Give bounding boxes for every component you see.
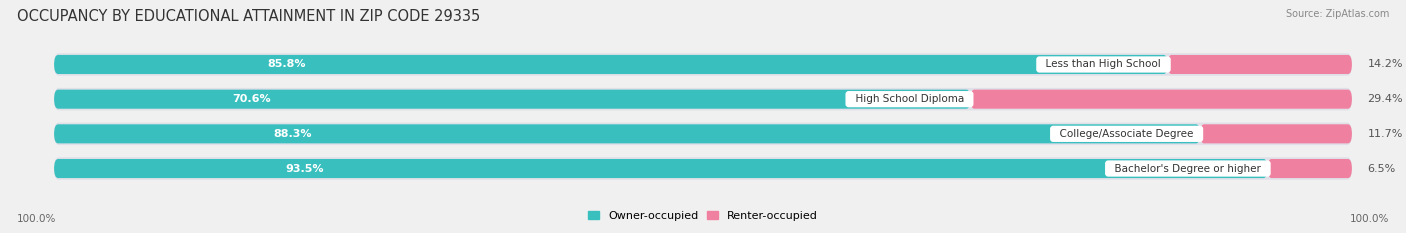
FancyBboxPatch shape — [1167, 55, 1353, 74]
Text: 85.8%: 85.8% — [267, 59, 307, 69]
FancyBboxPatch shape — [53, 124, 1201, 143]
Text: OCCUPANCY BY EDUCATIONAL ATTAINMENT IN ZIP CODE 29335: OCCUPANCY BY EDUCATIONAL ATTAINMENT IN Z… — [17, 9, 479, 24]
FancyBboxPatch shape — [53, 90, 970, 109]
Text: 100.0%: 100.0% — [1350, 214, 1389, 224]
Text: Less than High School: Less than High School — [1039, 59, 1167, 69]
FancyBboxPatch shape — [53, 53, 1353, 76]
FancyBboxPatch shape — [53, 55, 1167, 74]
Text: 93.5%: 93.5% — [285, 164, 323, 174]
FancyBboxPatch shape — [53, 88, 1353, 110]
Text: College/Associate Degree: College/Associate Degree — [1053, 129, 1201, 139]
FancyBboxPatch shape — [53, 123, 1353, 145]
Text: 6.5%: 6.5% — [1368, 164, 1396, 174]
Text: 100.0%: 100.0% — [17, 214, 56, 224]
Text: 14.2%: 14.2% — [1368, 59, 1403, 69]
Text: 70.6%: 70.6% — [232, 94, 270, 104]
Text: 29.4%: 29.4% — [1368, 94, 1403, 104]
Text: Bachelor's Degree or higher: Bachelor's Degree or higher — [1108, 164, 1268, 174]
FancyBboxPatch shape — [1201, 124, 1353, 143]
FancyBboxPatch shape — [53, 159, 1268, 178]
Text: Source: ZipAtlas.com: Source: ZipAtlas.com — [1285, 9, 1389, 19]
FancyBboxPatch shape — [53, 157, 1353, 180]
Text: High School Diploma: High School Diploma — [849, 94, 970, 104]
Legend: Owner-occupied, Renter-occupied: Owner-occupied, Renter-occupied — [583, 206, 823, 225]
FancyBboxPatch shape — [970, 90, 1353, 109]
FancyBboxPatch shape — [1268, 159, 1353, 178]
Text: 88.3%: 88.3% — [273, 129, 312, 139]
Text: 11.7%: 11.7% — [1368, 129, 1403, 139]
